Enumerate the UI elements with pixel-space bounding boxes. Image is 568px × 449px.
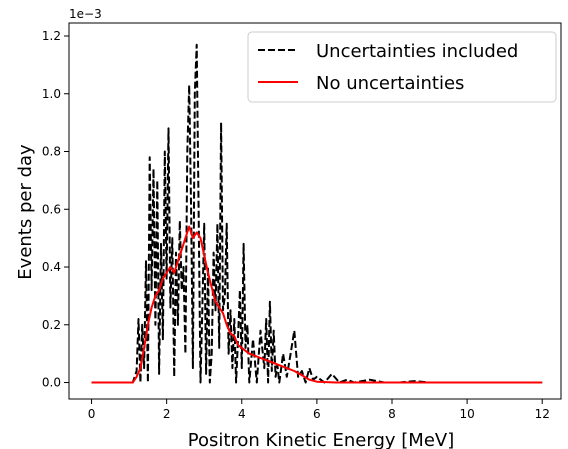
x-tick-label: 4 [238, 407, 246, 421]
y-tick-label: 1.2 [42, 29, 61, 43]
series-line-uncertainties-included [91, 43, 543, 384]
x-tick-label: 8 [388, 407, 396, 421]
legend-frame [247, 31, 557, 103]
axes-spines [68, 22, 562, 400]
y-ticks: 0.0 0.2 0.4 0.6 0.8 1.0 1.2 [42, 29, 69, 390]
y-tick-label: 0.0 [42, 376, 61, 390]
x-axis-label: Positron Kinetic Energy [MeV] [188, 430, 454, 449]
y-axis-label: Events per day [15, 144, 36, 280]
x-tick-label: 0 [88, 407, 96, 421]
series-line-no-uncertainties [91, 225, 543, 384]
y-tick-label: 0.4 [42, 260, 61, 274]
x-tick-label: 6 [313, 407, 321, 421]
axes-frame [68, 22, 562, 400]
legend-label-no-uncertainties: No uncertainties [316, 73, 464, 94]
x-tick-label: 2 [163, 407, 171, 421]
y-offset-label: 1e−3 [69, 7, 102, 21]
x-ticks: 0 2 4 6 8 10 12 [88, 399, 550, 421]
y-tick-label: 0.2 [42, 318, 61, 332]
x-tick-label: 12 [535, 407, 550, 421]
y-tick-label: 0.6 [42, 202, 61, 216]
legend: Uncertainties included No uncertainties [247, 31, 557, 103]
y-tick-label: 1.0 [42, 87, 61, 101]
x-tick-label: 10 [459, 407, 474, 421]
legend-label-uncertainties: Uncertainties included [316, 41, 518, 62]
plot-lines [91, 43, 543, 384]
y-tick-label: 0.8 [42, 145, 61, 159]
